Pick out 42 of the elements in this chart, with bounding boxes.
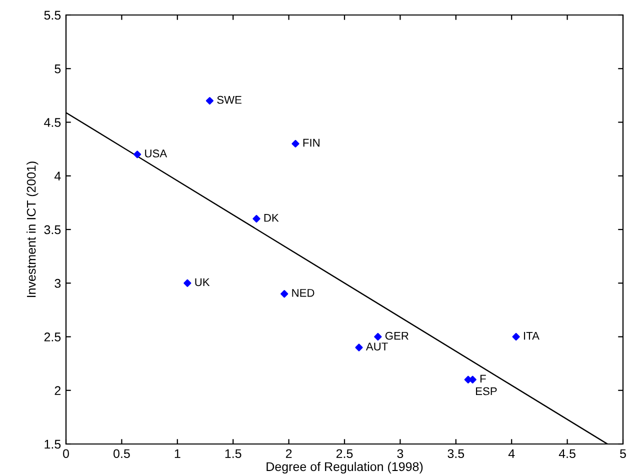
annotation: ITA bbox=[524, 332, 540, 340]
x-tick-label: 0.5 bbox=[114, 449, 130, 458]
y-tick-label: 1.5 bbox=[44, 440, 61, 449]
point bbox=[206, 97, 214, 105]
x-tick-label: 4 bbox=[508, 449, 515, 458]
y-tick-label: 4.5 bbox=[44, 118, 61, 127]
y-tick-label: 5.5 bbox=[44, 10, 61, 20]
y-axis-title: Investment in ICT (2001) bbox=[26, 162, 38, 298]
annotation: USA bbox=[145, 150, 168, 158]
point bbox=[133, 150, 142, 158]
annotation: AUT bbox=[366, 342, 388, 350]
y-tick-label: 2.5 bbox=[44, 332, 61, 342]
annotation: ESP bbox=[476, 387, 497, 396]
x-tick-label: 3 bbox=[397, 449, 404, 458]
annotation: UK bbox=[195, 278, 210, 286]
y-tick-label: 5 bbox=[54, 64, 61, 74]
annotation: SWE bbox=[217, 96, 242, 104]
x-tick-label: 1.5 bbox=[225, 449, 242, 458]
x-tick-label: 3.5 bbox=[448, 449, 464, 458]
y-tick-label: 4 bbox=[54, 172, 61, 180]
x-tick-label: 4.5 bbox=[558, 449, 576, 458]
x-tick-label: 2.5 bbox=[336, 449, 353, 458]
annotation: DK bbox=[264, 214, 279, 222]
y-tick-label: 2 bbox=[54, 386, 61, 395]
annotation: FIN bbox=[303, 138, 320, 147]
x-axis-title: Degree of Regulation (1998) bbox=[266, 462, 423, 474]
y-tick-label: 3 bbox=[54, 278, 61, 288]
point bbox=[292, 140, 300, 148]
point bbox=[355, 344, 363, 352]
annotation: GER bbox=[385, 332, 408, 340]
point bbox=[280, 290, 288, 298]
point bbox=[252, 214, 260, 223]
x-tick-label: 2 bbox=[286, 449, 292, 458]
point bbox=[374, 332, 382, 341]
annotation: F bbox=[480, 374, 486, 383]
x-tick-label: 1 bbox=[174, 449, 180, 458]
annotation: NED bbox=[292, 289, 314, 297]
y-tick-label: 3.5 bbox=[44, 225, 61, 234]
point bbox=[512, 332, 520, 341]
x-tick-label: 0 bbox=[63, 449, 69, 458]
point bbox=[184, 279, 192, 287]
x-tick-label: 5 bbox=[620, 449, 626, 458]
